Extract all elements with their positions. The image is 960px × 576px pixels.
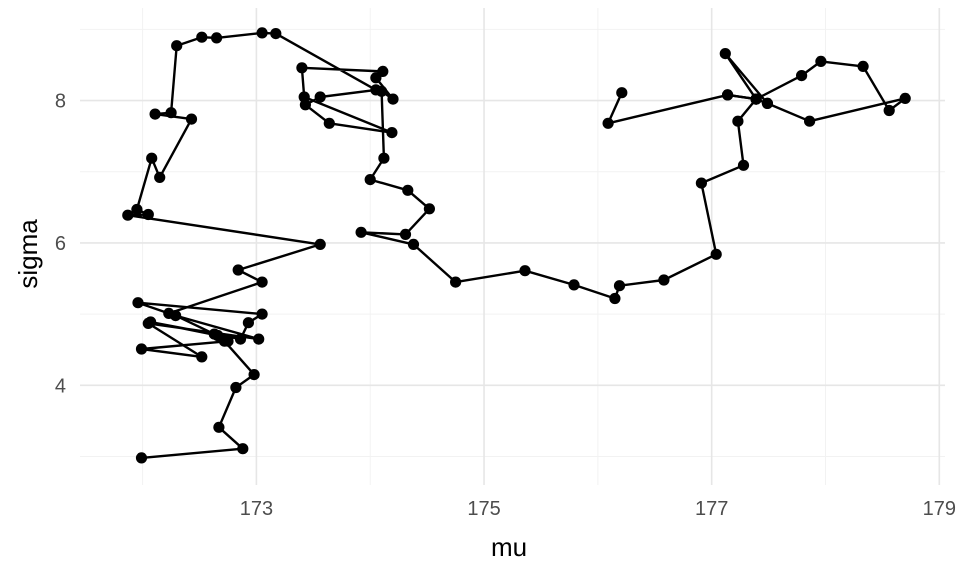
data-point (196, 31, 208, 43)
data-point (299, 99, 311, 111)
data-point (256, 276, 268, 288)
data-point (407, 238, 420, 250)
data-point (719, 48, 731, 60)
x-axis-tick-labels: 173 175 177 179 (240, 498, 956, 520)
data-point (135, 343, 148, 355)
data-point (616, 87, 628, 99)
data-point (218, 335, 231, 347)
data-point (256, 308, 268, 320)
data-point (232, 264, 244, 276)
data-point (613, 280, 626, 292)
data-point (602, 117, 614, 129)
data-point (658, 274, 670, 286)
x-tick-label: 177 (695, 498, 728, 520)
data-point (149, 108, 161, 120)
data-point (196, 351, 208, 363)
data-points (122, 27, 911, 464)
data-point (171, 40, 183, 52)
y-tick-label: 8 (55, 91, 66, 113)
data-point (857, 60, 869, 72)
data-point (323, 117, 335, 129)
data-point (242, 317, 254, 329)
data-point (132, 297, 144, 309)
data-point (208, 328, 220, 340)
data-point (253, 333, 265, 345)
data-point (370, 84, 382, 96)
series-line-1 (126, 31, 769, 460)
major-gridlines (80, 8, 945, 485)
y-tick-label: 6 (55, 233, 66, 255)
y-tick-label: 4 (55, 375, 66, 397)
data-point (256, 27, 268, 39)
data-point (402, 184, 414, 196)
data-point (165, 107, 177, 119)
data-point (519, 265, 531, 277)
data-point (804, 115, 816, 127)
x-axis-title: mu (491, 532, 527, 562)
data-point (142, 208, 154, 221)
data-point (761, 97, 774, 109)
data-point (423, 203, 435, 215)
data-point (170, 310, 182, 322)
data-point (737, 159, 750, 171)
data-point (234, 333, 247, 345)
data-point (355, 226, 367, 238)
data-point (314, 238, 326, 250)
data-point (568, 279, 580, 291)
series-lines (126, 31, 907, 460)
data-point (185, 113, 198, 125)
data-point (399, 228, 412, 240)
data-point (248, 369, 260, 381)
minor-gridlines (80, 8, 945, 485)
data-point (211, 32, 223, 44)
data-point (270, 27, 282, 40)
data-point (387, 93, 399, 105)
data-point (378, 152, 390, 164)
data-point (609, 292, 621, 305)
data-point (710, 248, 722, 260)
y-axis-tick-labels: 4 6 8 (55, 91, 66, 398)
data-point (131, 203, 143, 216)
data-point (732, 115, 744, 127)
data-point (364, 174, 376, 186)
y-axis-title: sigma (13, 219, 43, 289)
x-tick-label: 179 (923, 498, 956, 520)
data-point (142, 317, 154, 329)
x-tick-label: 175 (467, 498, 500, 520)
data-point (750, 93, 762, 105)
data-point (815, 55, 827, 67)
data-point (314, 91, 326, 103)
data-point (386, 127, 398, 139)
data-point (146, 152, 158, 164)
data-point (450, 276, 462, 288)
data-point (122, 209, 134, 221)
data-point (377, 65, 389, 77)
data-point (899, 92, 911, 104)
data-point (154, 171, 166, 183)
data-point (237, 443, 249, 455)
data-point (722, 89, 734, 101)
x-tick-label: 173 (240, 498, 273, 520)
data-point (796, 70, 808, 82)
data-point (296, 62, 308, 74)
data-point (135, 452, 148, 464)
data-point (230, 381, 242, 394)
series-line-2 (726, 60, 907, 123)
data-point (213, 421, 225, 433)
data-point (883, 104, 895, 117)
data-point (695, 177, 708, 189)
